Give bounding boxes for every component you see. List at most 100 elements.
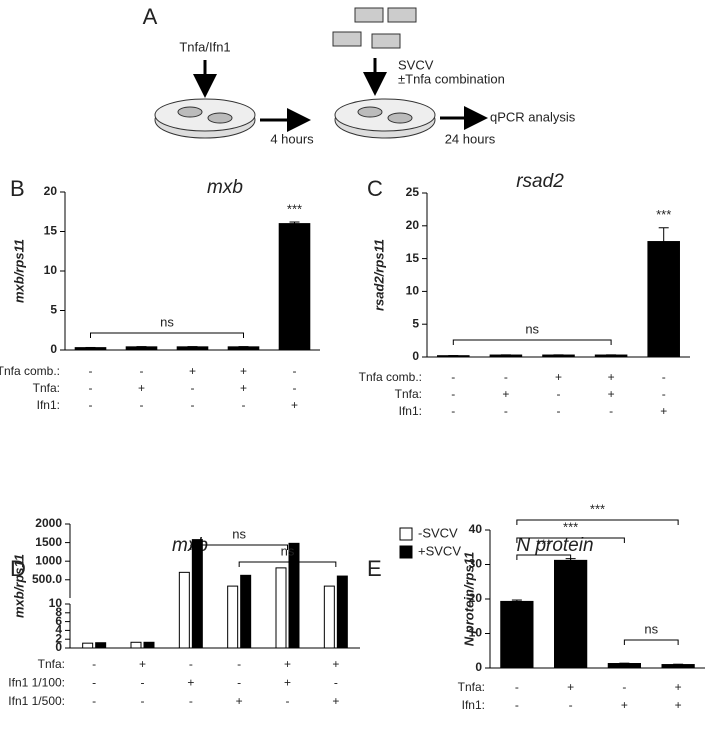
diagram-label: 4 hours: [270, 131, 314, 146]
y-axis-label: mxb/rps11: [11, 239, 26, 303]
y-tick-label: 0: [475, 660, 482, 674]
condition-sign: -: [141, 676, 145, 690]
significance: ***: [590, 501, 605, 516]
y-axis-label: rsad2/rps11: [371, 239, 386, 311]
bracket: [90, 332, 244, 338]
condition-sign: -: [92, 657, 96, 671]
condition-sign: -: [557, 387, 561, 401]
condition-sign: +: [608, 387, 615, 401]
condition-sign: -: [451, 404, 455, 418]
condition-label: Tnfa:: [38, 657, 65, 671]
y-tick-label: 8: [55, 605, 62, 619]
bar: [125, 346, 158, 351]
condition-sign: +: [332, 694, 339, 708]
diagram: A Tnfa/Ifn1 4 hours SVCV ±Tnfa combinati…: [143, 4, 576, 147]
y-tick-label: 1000: [35, 553, 62, 567]
y-tick-label: 30: [469, 557, 483, 571]
y-tick-label: 25: [406, 185, 420, 199]
bar: [227, 346, 260, 351]
condition-sign: -: [237, 676, 241, 690]
condition-sign: +: [284, 657, 291, 671]
virus-icons: [332, 7, 417, 49]
condition-sign: -: [609, 404, 613, 418]
y-tick-label: 4: [55, 623, 62, 637]
diagram-label: 24 hours: [445, 131, 496, 146]
significance: ***: [563, 519, 578, 534]
condition-sign: -: [92, 694, 96, 708]
condition-sign: +: [284, 676, 291, 690]
condition-sign: +: [236, 694, 243, 708]
cell: [387, 112, 413, 124]
y-tick-label: 2: [55, 631, 62, 645]
panel-letter: E: [367, 556, 382, 581]
y-tick-label: 5: [412, 316, 419, 330]
condition-sign: -: [515, 680, 519, 694]
y-tick-label: 15: [406, 251, 420, 265]
y-tick-label: 10: [469, 626, 483, 640]
condition-sign: -: [189, 657, 193, 671]
bar: [176, 346, 209, 351]
legend-swatch: [399, 527, 413, 541]
condition-sign: -: [451, 387, 455, 401]
condition-sign: -: [140, 364, 144, 378]
condition-label: Tnfa:: [458, 680, 485, 694]
significance: ns: [644, 621, 658, 636]
condition-sign: +: [660, 404, 667, 418]
condition-sign: +: [567, 680, 574, 694]
condition-sign: +: [502, 387, 509, 401]
condition-sign: -: [569, 698, 573, 712]
diagram-label: SVCV: [398, 57, 434, 72]
condition-sign: -: [662, 387, 666, 401]
diagram-label: qPCR analysis: [490, 109, 576, 124]
condition-sign: +: [291, 398, 298, 412]
condition-sign: +: [332, 657, 339, 671]
bar: [95, 642, 107, 649]
bracket: [516, 537, 625, 543]
significance: ns: [525, 321, 539, 336]
condition-sign: -: [92, 676, 96, 690]
y-tick-label: 0: [55, 640, 62, 654]
y-tick-label: 2000: [35, 516, 62, 530]
bar: [74, 347, 107, 351]
condition-sign: -: [141, 694, 145, 708]
condition-sign: +: [555, 370, 562, 384]
bar: [227, 585, 239, 649]
bracket: [238, 561, 337, 567]
condition-label: Tnfa:: [395, 387, 422, 401]
condition-sign: -: [334, 676, 338, 690]
y-tick-label: 15: [44, 224, 58, 238]
chart-title: N protein: [516, 535, 593, 556]
condition-sign: +: [608, 370, 615, 384]
condition-sign: -: [293, 381, 297, 395]
significance: ***: [536, 536, 551, 551]
y-axis-label: N protein/rps11: [461, 552, 476, 646]
condition-sign: -: [504, 404, 508, 418]
panel-letter: C: [367, 176, 383, 201]
condition-label: Tnfa:: [33, 381, 60, 395]
chart-title: mxb: [207, 177, 243, 198]
condition-sign: +: [189, 364, 196, 378]
bar: [647, 241, 680, 358]
y-tick-label: 10: [406, 284, 420, 298]
legend-swatch: [399, 545, 413, 559]
bracket: [190, 544, 288, 550]
significance: ns: [160, 314, 174, 329]
y-tick-label: 500.0: [32, 572, 62, 586]
condition-sign: +: [139, 657, 146, 671]
condition-sign: -: [191, 398, 195, 412]
condition-sign: +: [187, 676, 194, 690]
diagram-label: ±Tnfa combination: [398, 71, 505, 86]
condition-sign: -: [293, 364, 297, 378]
y-tick-label: 40: [469, 522, 483, 536]
y-tick-label: 10: [44, 263, 58, 277]
condition-sign: +: [675, 680, 682, 694]
panel-letter: B: [10, 176, 25, 201]
y-axis-label: mxb/rps11: [11, 554, 26, 618]
bar: [278, 223, 311, 351]
condition-sign: -: [622, 680, 626, 694]
legend-label: +SVCV: [418, 543, 461, 558]
condition-sign: -: [89, 364, 93, 378]
bar: [130, 641, 142, 649]
bracket: [516, 554, 572, 560]
